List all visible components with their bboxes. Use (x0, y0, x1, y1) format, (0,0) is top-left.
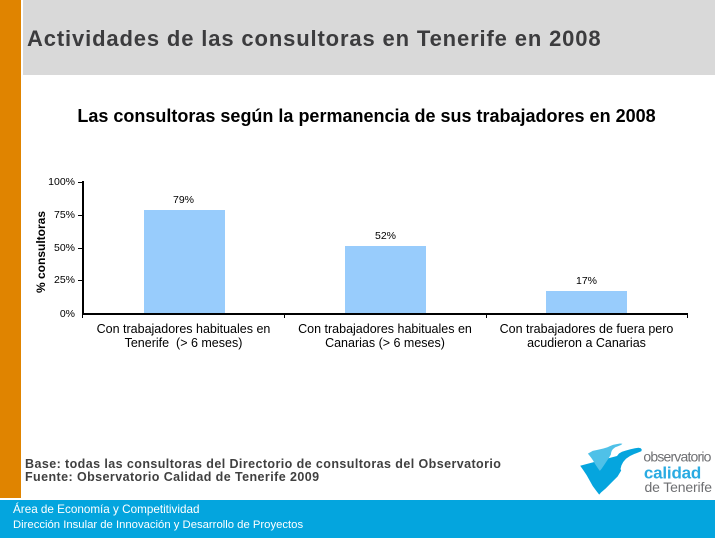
svg-text:calidad: calidad (644, 464, 701, 483)
svg-text:de Tenerife: de Tenerife (645, 479, 713, 495)
svg-text:observatorio: observatorio (643, 448, 711, 464)
